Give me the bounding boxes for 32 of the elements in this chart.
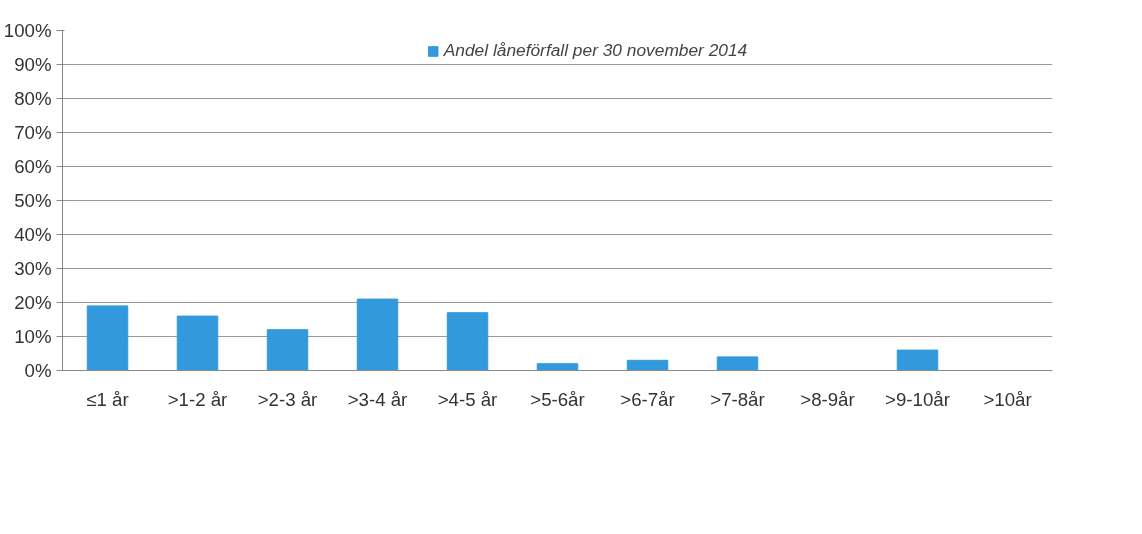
x-tick-label: >9-10år <box>885 388 950 410</box>
y-tick-label: 90% <box>14 54 52 75</box>
x-tick-label: >10år <box>983 388 1032 410</box>
y-tick-label: 40% <box>14 224 52 245</box>
bar <box>626 359 669 371</box>
y-tick-label: 70% <box>14 122 52 143</box>
y-tick-label: 0% <box>24 360 52 381</box>
bar <box>536 363 579 371</box>
legend-label: Andel låneförfall per 30 november 2014 <box>443 40 748 61</box>
y-tick-label: 30% <box>14 258 52 279</box>
x-tick-label: >5-6år <box>530 388 585 410</box>
bar <box>896 349 939 371</box>
y-tick-label: 20% <box>14 292 52 313</box>
x-tick-label: >6-7år <box>620 388 675 410</box>
y-tick-label: 80% <box>14 88 52 109</box>
x-tick-label: >7-8år <box>710 388 765 410</box>
x-tick-label: >4-5 år <box>437 388 498 410</box>
x-tick-label: >3-4 år <box>347 388 408 410</box>
y-tick-label: 60% <box>14 156 52 177</box>
bar <box>446 312 489 371</box>
x-tick-label: >8-9år <box>800 388 855 410</box>
y-tick-label: 100% <box>3 20 52 41</box>
bar <box>356 298 399 371</box>
y-tick-label: 50% <box>14 190 52 211</box>
bar <box>86 305 129 371</box>
bar <box>176 315 219 371</box>
y-tick-label: 10% <box>14 326 52 347</box>
x-tick-label: ≤1 år <box>86 388 129 410</box>
bar <box>266 329 309 371</box>
x-tick-label: >1-2 år <box>167 388 228 410</box>
bar <box>716 356 759 371</box>
x-tick-label: >2-3 år <box>257 388 318 410</box>
